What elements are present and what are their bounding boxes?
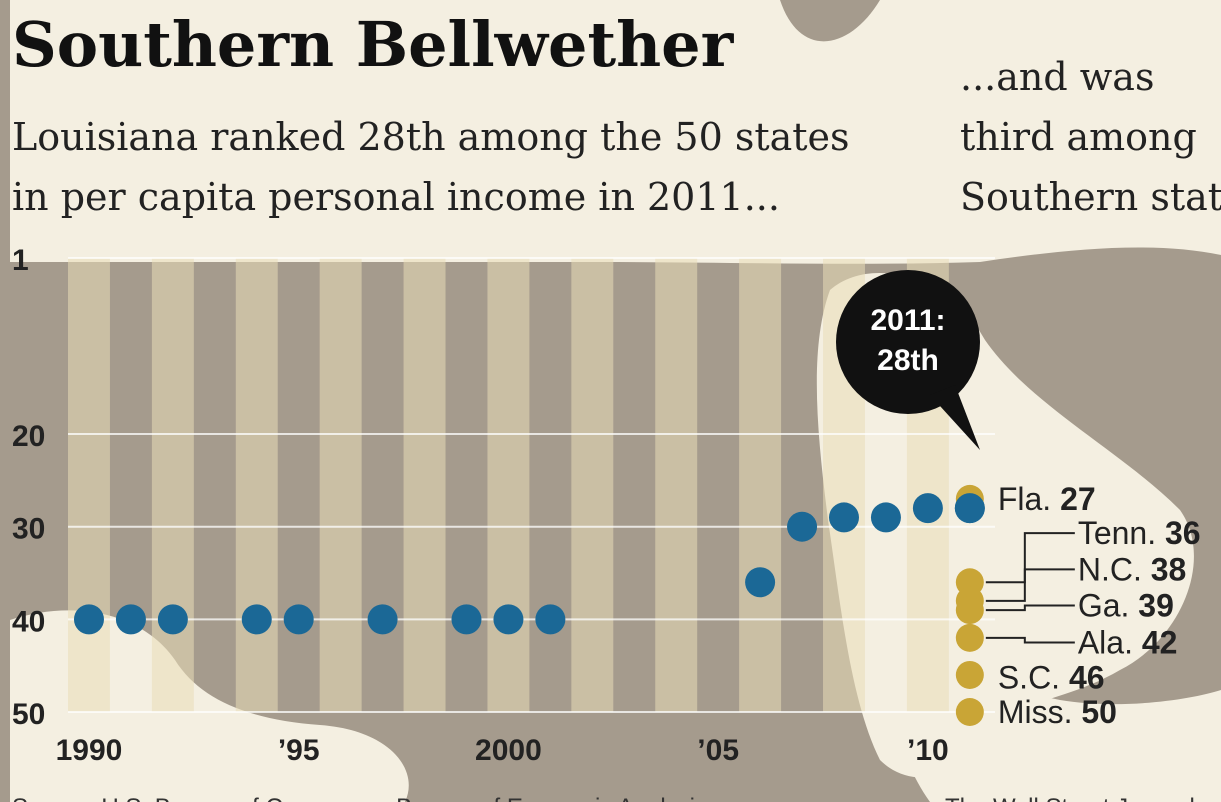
paper-top-right bbox=[937, 30, 1221, 252]
louisiana-point bbox=[745, 567, 776, 598]
louisiana-point bbox=[367, 604, 398, 635]
southern-state-point bbox=[955, 623, 984, 652]
louisiana-point bbox=[535, 604, 566, 635]
year-stripe bbox=[487, 258, 530, 712]
louisiana-point bbox=[828, 502, 859, 533]
southern-state-point bbox=[955, 596, 984, 625]
leader-line bbox=[985, 568, 1075, 602]
source-right: The Wall Street Journal bbox=[945, 794, 1195, 802]
year-stripe bbox=[151, 258, 194, 712]
state-label: Miss. 50 bbox=[998, 694, 1117, 730]
y-tick-label: 30 bbox=[12, 513, 45, 546]
callout-bubble: 2011: 28th bbox=[836, 270, 980, 450]
source-left: Source: U.S. Bureau of Commerce; Bureau … bbox=[12, 794, 707, 802]
louisiana-point bbox=[787, 511, 818, 542]
louisiana-point bbox=[241, 604, 272, 635]
leader-line bbox=[985, 636, 1075, 644]
state-label: N.C. 38 bbox=[1078, 551, 1186, 587]
x-tick-label: ’95 bbox=[278, 734, 320, 767]
state-label: Tenn. 36 bbox=[1078, 515, 1201, 551]
leader-line bbox=[985, 532, 1075, 584]
y-tick-label: 20 bbox=[12, 420, 45, 453]
louisiana-point bbox=[493, 604, 524, 635]
louisiana-point bbox=[283, 604, 314, 635]
louisiana-point-2011 bbox=[954, 493, 985, 524]
callout-line-1: 2011: bbox=[870, 304, 945, 337]
leader-line bbox=[985, 604, 1075, 612]
state-label: Ala. 42 bbox=[1078, 625, 1178, 661]
year-stripe bbox=[403, 258, 446, 712]
subhead-left-line-1: Louisiana ranked 28th among the 50 state… bbox=[12, 115, 850, 159]
y-tick-label: 1 bbox=[12, 244, 29, 277]
year-stripe bbox=[319, 258, 362, 712]
y-tick-label: 50 bbox=[12, 698, 45, 731]
callout-circle bbox=[836, 270, 980, 414]
year-stripe bbox=[739, 258, 782, 712]
year-stripe bbox=[235, 258, 278, 712]
louisiana-point bbox=[73, 604, 104, 635]
state-label: Fla. 27 bbox=[998, 481, 1096, 517]
louisiana-point bbox=[115, 604, 146, 635]
y-axis: 1 20 30 40 50 bbox=[12, 244, 45, 731]
headline: Southern Bellwether bbox=[12, 8, 735, 81]
louisiana-point bbox=[451, 604, 482, 635]
y-tick-label: 40 bbox=[12, 605, 45, 638]
louisiana-point bbox=[870, 502, 901, 533]
year-stripe bbox=[655, 258, 698, 712]
label-leader-lines bbox=[985, 532, 1075, 644]
x-tick-label: ’05 bbox=[697, 734, 739, 767]
x-tick-label: 2000 bbox=[475, 734, 542, 767]
year-stripe bbox=[571, 258, 614, 712]
state-label: Ga. 39 bbox=[1078, 587, 1174, 623]
x-axis: 1990 ’95 2000 ’05 ’10 bbox=[56, 734, 949, 767]
subhead-left-line-2: in per capita personal income in 2011... bbox=[12, 175, 780, 219]
subhead-right-line-1: ...and was bbox=[960, 55, 1154, 99]
louisiana-point bbox=[912, 493, 943, 524]
x-tick-label: 1990 bbox=[56, 734, 123, 767]
callout-line-2: 28th bbox=[877, 344, 939, 377]
southern-states-series bbox=[954, 484, 985, 726]
louisiana-point bbox=[157, 604, 188, 635]
subhead-right-line-2: third among bbox=[960, 115, 1197, 159]
subhead-right-line-3: Southern state bbox=[960, 175, 1221, 219]
x-tick-label: ’10 bbox=[907, 734, 949, 767]
state-label: S.C. 46 bbox=[998, 660, 1105, 696]
year-stripe bbox=[68, 258, 110, 712]
paper-header bbox=[10, 0, 1221, 264]
southern-state-point bbox=[955, 660, 984, 689]
southern-state-point bbox=[955, 698, 984, 726]
callout-pointer bbox=[930, 385, 980, 450]
louisiana-series bbox=[73, 493, 985, 635]
